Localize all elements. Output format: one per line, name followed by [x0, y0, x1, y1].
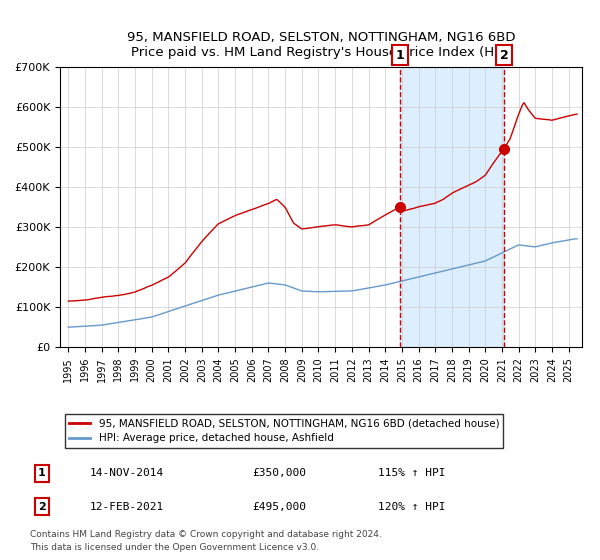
Text: £350,000: £350,000 — [252, 468, 306, 478]
Legend: 95, MANSFIELD ROAD, SELSTON, NOTTINGHAM, NG16 6BD (detached house), HPI: Average: 95, MANSFIELD ROAD, SELSTON, NOTTINGHAM,… — [65, 414, 503, 447]
Text: 2: 2 — [500, 49, 508, 62]
Text: 1: 1 — [38, 468, 46, 478]
Text: Contains HM Land Registry data © Crown copyright and database right 2024.: Contains HM Land Registry data © Crown c… — [30, 530, 382, 539]
Text: £495,000: £495,000 — [252, 502, 306, 512]
Text: 120% ↑ HPI: 120% ↑ HPI — [378, 502, 445, 512]
Text: 2: 2 — [38, 502, 46, 512]
Text: 12-FEB-2021: 12-FEB-2021 — [90, 502, 164, 512]
Text: This data is licensed under the Open Government Licence v3.0.: This data is licensed under the Open Gov… — [30, 543, 319, 552]
Text: 14-NOV-2014: 14-NOV-2014 — [90, 468, 164, 478]
Title: 95, MANSFIELD ROAD, SELSTON, NOTTINGHAM, NG16 6BD
Price paid vs. HM Land Registr: 95, MANSFIELD ROAD, SELSTON, NOTTINGHAM,… — [127, 31, 515, 59]
Text: 115% ↑ HPI: 115% ↑ HPI — [378, 468, 445, 478]
Bar — [400, 67, 504, 347]
Text: 1: 1 — [395, 49, 404, 62]
